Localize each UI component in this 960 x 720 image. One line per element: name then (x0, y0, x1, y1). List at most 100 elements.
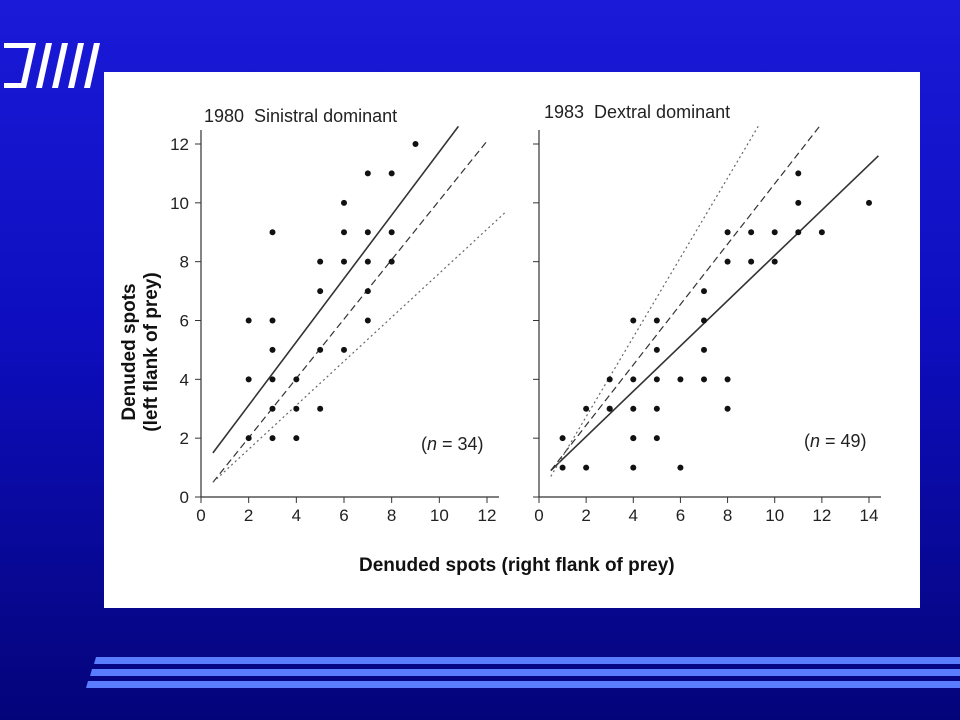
y-tick-label: 2 (180, 429, 189, 448)
y-tick-label: 0 (180, 488, 189, 507)
figure-panel: Denuded spots (right flank of prey) Denu… (104, 72, 920, 608)
data-point (317, 258, 324, 265)
data-point (364, 229, 371, 236)
data-point (583, 405, 590, 412)
data-point (606, 405, 613, 412)
data-point (701, 376, 707, 383)
chart-panel-1: 0 2 4 6 8 10 12 0 2 4 6 8 10 12 1980 Sinistral dominan… (170, 106, 507, 525)
data-point (818, 229, 825, 236)
data-point (364, 317, 371, 324)
data-point (559, 435, 566, 442)
x-tick-label: 8 (387, 506, 396, 525)
data-point (341, 199, 347, 206)
y-tick-label: 4 (180, 370, 189, 389)
data-point (795, 229, 802, 236)
data-point (771, 229, 778, 236)
data-point (245, 435, 252, 442)
data-point (245, 317, 252, 324)
chart-title: 1983 Dextral dominant (544, 102, 730, 122)
data-point (630, 464, 637, 471)
x-tick-label: 0 (534, 506, 543, 525)
data-point (559, 464, 566, 471)
data-point (388, 258, 395, 265)
sample-size-var: n (427, 434, 437, 454)
data-point (724, 229, 731, 236)
scatter-figure: Denuded spots (right flank of prey) Denu… (119, 102, 881, 576)
data-point (293, 435, 300, 442)
y-axis-label-line1: Denuded spots (119, 283, 140, 420)
data-point (653, 405, 660, 412)
data-point (724, 258, 731, 265)
x-tick-label: 4 (629, 506, 638, 525)
data-point (388, 229, 395, 236)
horizontal-stripes-icon (86, 657, 960, 688)
data-point (653, 317, 660, 324)
x-tick-label: 12 (812, 506, 831, 525)
x-tick-label: 2 (581, 506, 590, 525)
data-point (701, 317, 707, 324)
data-point (630, 317, 637, 324)
data-point (269, 376, 276, 383)
y-tick-label: 6 (180, 312, 189, 331)
data-point (269, 229, 276, 236)
sample-size-label: (n = 49) (804, 431, 867, 451)
y-tick-label: 10 (170, 194, 189, 213)
x-tick-label: 10 (765, 506, 784, 525)
data-point (293, 405, 300, 412)
data-point (583, 464, 590, 471)
data-point (245, 376, 252, 383)
sample-size-open: ( (804, 431, 810, 451)
x-tick-label: 10 (430, 506, 449, 525)
x-axis-label: Denuded spots (right flank of prey) (359, 555, 675, 576)
sample-size-value: = 49) (820, 431, 867, 451)
x-tick-label: 12 (478, 506, 497, 525)
x-tick-label: 0 (196, 506, 205, 525)
y-tick-label: 12 (170, 135, 189, 154)
y-tick-label: 8 (180, 253, 189, 272)
x-tick-label: 6 (339, 506, 348, 525)
data-point (748, 229, 755, 236)
x-tick-label: 4 (292, 506, 301, 525)
sample-size-value: = 34) (437, 434, 484, 454)
data-point (630, 405, 637, 412)
data-point (412, 141, 419, 147)
x-tick-label: 6 (676, 506, 685, 525)
data-point (630, 376, 637, 383)
data-point (293, 376, 300, 383)
fit-line-solid (212, 125, 460, 454)
data-point (364, 170, 371, 177)
sample-size-var: n (810, 431, 820, 451)
fit-line-dotted (212, 211, 507, 483)
data-point (269, 405, 276, 412)
data-point (653, 346, 660, 353)
chart-panel-2: 0 2 4 6 8 10 12 14 1983 Dextral dominant (n = 49) (533, 102, 881, 525)
x-tick-label: 2 (244, 506, 253, 525)
data-point (388, 170, 395, 177)
data-point (677, 376, 684, 383)
data-point (269, 435, 276, 442)
x-tick-label: 8 (723, 506, 732, 525)
data-point (317, 346, 324, 353)
chart-title: 1980 Sinistral dominant (204, 106, 397, 126)
data-point (701, 346, 707, 353)
data-point (630, 435, 637, 442)
data-point (341, 229, 347, 236)
data-point (317, 288, 324, 295)
y-axis-label-line2: (left flank of prey) (141, 272, 162, 431)
data-point (795, 170, 802, 177)
data-point (606, 376, 613, 383)
data-point (724, 376, 731, 383)
data-point (341, 258, 347, 265)
x-tick-label: 14 (860, 506, 879, 525)
data-point (653, 376, 660, 383)
fit-line-dashed (550, 125, 820, 471)
data-point (317, 405, 324, 412)
data-point (701, 288, 707, 295)
data-point (748, 258, 755, 265)
data-point (866, 199, 872, 206)
fit-line-solid (550, 155, 879, 472)
fit-line-dashed (212, 140, 488, 483)
data-point (653, 435, 660, 442)
slanted-bars-logo-icon (4, 43, 100, 88)
data-point (677, 464, 684, 471)
